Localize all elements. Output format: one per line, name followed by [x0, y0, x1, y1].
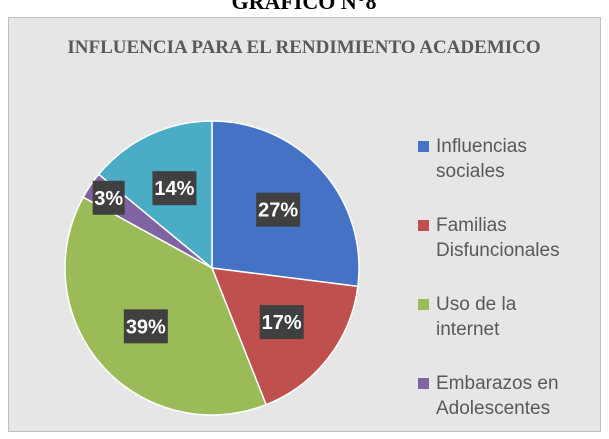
data-label-box [92, 180, 125, 215]
legend-label: Embarazos en Adolescentes [436, 373, 564, 419]
chart-title: INFLUENCIA PARA EL RENDIMIENTO ACADEMICO [67, 37, 540, 58]
data-label: 17% [262, 312, 302, 334]
legend-swatch [418, 220, 429, 231]
data-label: 27% [258, 200, 298, 222]
legend-label: Influencias sociales [436, 136, 532, 182]
data-label: 14% [154, 178, 194, 200]
legend-swatch [418, 378, 429, 389]
data-label-box [123, 309, 168, 344]
data-label-box [259, 305, 304, 340]
data-label: 3% [94, 188, 123, 210]
legend-label: Familias Disfuncionales [436, 215, 560, 261]
data-label: 39% [126, 316, 166, 338]
legend-swatch [418, 141, 429, 152]
heading: GRAFICO N°8 [231, 0, 376, 14]
pie-slice [64, 196, 268, 416]
data-label-box [152, 171, 197, 206]
legend-swatch [418, 299, 429, 310]
data-label-box [256, 192, 301, 227]
legend-label: Uso de la internet [436, 294, 522, 340]
